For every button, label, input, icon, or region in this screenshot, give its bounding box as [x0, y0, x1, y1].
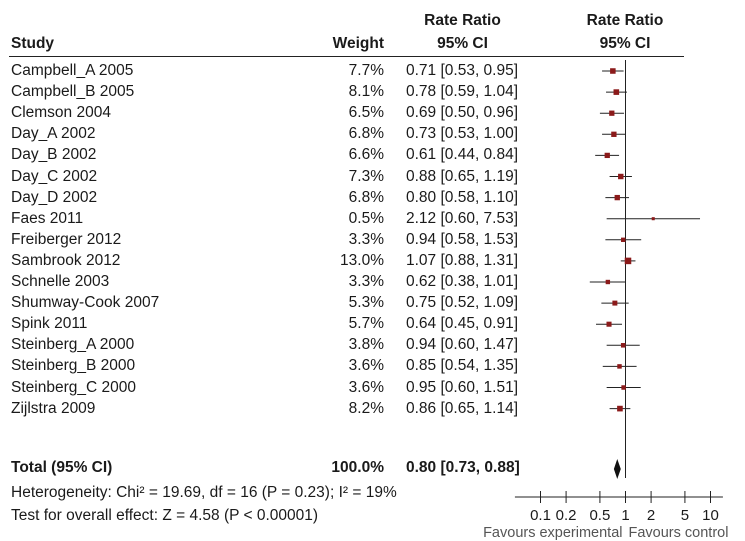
study-name: Shumway-Cook 2007: [11, 294, 160, 312]
study-ci-text: 0.95 [0.60, 1.51]: [406, 378, 519, 396]
study-weight: 3.3%: [348, 230, 384, 248]
study-weight: 6.5%: [348, 104, 384, 122]
study-weight: 6.8%: [348, 125, 384, 143]
study-weight: 8.1%: [348, 83, 384, 101]
study-ci-text: 0.64 [0.45, 0.91]: [406, 315, 519, 333]
overall-effect-text: Test for overall effect: Z = 4.58 (P < 0…: [11, 507, 319, 524]
header-rr-top: Rate Ratio: [424, 12, 501, 29]
point-estimate: [606, 321, 612, 327]
study-weight: 5.7%: [348, 315, 384, 333]
total-label: Total (95% CI): [11, 459, 113, 476]
study-name: Steinberg_A 2000: [11, 336, 135, 354]
study-ci-text: 0.61 [0.44, 0.84]: [406, 146, 519, 164]
header-rr-ci: 95% CI: [437, 35, 488, 52]
study-name: Campbell_B 2005: [11, 83, 135, 101]
study-weight: 6.6%: [348, 146, 384, 164]
study-name: Steinberg_B 2000: [11, 357, 136, 375]
study-name: Clemson 2004: [11, 104, 111, 122]
study-name: Schnelle 2003: [11, 273, 110, 290]
point-estimate: [612, 300, 618, 306]
study-weight: 3.6%: [348, 378, 384, 396]
header-plot-top: Rate Ratio: [586, 12, 664, 29]
study-weight: 8.2%: [348, 399, 384, 417]
study-ci-text: 0.78 [0.59, 1.04]: [406, 83, 519, 101]
x-tick-label: 2: [647, 507, 655, 524]
study-ci-text: 0.71 [0.53, 0.95]: [406, 62, 519, 79]
study-ci-text: 0.62 [0.38, 1.01]: [406, 273, 519, 290]
study-ci-text: 1.07 [0.88, 1.31]: [406, 251, 519, 269]
point-estimate: [611, 131, 617, 137]
study-ci-text: 0.80 [0.58, 1.10]: [406, 188, 519, 206]
favours-experimental-label: Favours experimental: [483, 525, 622, 541]
header-plot-ci: 95% CI: [599, 35, 651, 52]
study-weight: 7.7%: [348, 62, 384, 79]
point-estimate: [618, 173, 624, 180]
study-name: Sambrook 2012: [11, 251, 121, 269]
study-name: Spink 2011: [11, 315, 88, 333]
study-ci-text: 0.69 [0.50, 0.96]: [406, 104, 519, 122]
heterogeneity-text: Heterogeneity: Chi² = 19.69, df = 16 (P …: [11, 484, 397, 501]
study-name: Zijlstra 2009: [11, 399, 96, 417]
study-name: Steinberg_C 2000: [11, 378, 136, 396]
x-tick-label: 0.2: [556, 507, 577, 524]
study-ci-text: 0.88 [0.65, 1.19]: [406, 167, 519, 185]
point-estimate: [620, 343, 626, 348]
study-ci-text: 2.12 [0.60, 7.53]: [406, 209, 519, 227]
total-weight: 100.0%: [331, 459, 384, 476]
study-weight: 3.8%: [348, 336, 384, 354]
point-estimate: [604, 152, 610, 159]
header-study: Study: [11, 35, 55, 52]
favours-control-label: Favours control: [629, 525, 729, 541]
study-weight: 0.5%: [348, 209, 384, 227]
total-ci-text: 0.80 [0.73, 0.88]: [406, 459, 520, 476]
study-name: Faes 2011: [11, 209, 84, 227]
x-tick-label: 0.1: [530, 507, 551, 524]
point-estimate: [651, 217, 655, 221]
study-weight: 3.6%: [348, 357, 384, 375]
x-tick-label: 5: [681, 507, 689, 524]
header-rule: [9, 56, 684, 57]
pooled-diamond: [613, 459, 621, 479]
study-name: Day_B 2002: [11, 146, 97, 164]
study-ci-text: 0.73 [0.53, 1.00]: [406, 125, 519, 143]
point-estimate: [613, 89, 620, 95]
study-weight: 13.0%: [340, 251, 384, 269]
point-estimate: [617, 405, 623, 412]
point-estimate: [610, 68, 616, 74]
study-weight: 5.3%: [348, 294, 384, 312]
study-ci-text: 0.94 [0.58, 1.53]: [406, 230, 519, 248]
point-estimate: [621, 237, 626, 242]
study-name: Campbell_A 2005: [11, 62, 134, 79]
point-estimate: [605, 279, 611, 285]
study-name: Day_C 2002: [11, 167, 98, 185]
header-weight: Weight: [332, 35, 384, 52]
study-ci-text: 0.75 [0.52, 1.09]: [406, 294, 519, 312]
study-ci-text: 0.85 [0.54, 1.35]: [406, 357, 519, 375]
study-ci-text: 0.94 [0.60, 1.47]: [406, 336, 519, 354]
study-weight: 7.3%: [348, 167, 384, 185]
x-tick-label: 10: [702, 507, 719, 524]
study-name: Freiberger 2012: [11, 230, 122, 248]
study-weight: 3.3%: [348, 273, 384, 290]
x-tick-label: 1: [621, 507, 629, 524]
point-estimate: [617, 364, 622, 369]
study-ci-text: 0.86 [0.65, 1.14]: [406, 399, 519, 417]
point-estimate: [614, 194, 620, 201]
study-weight: 6.8%: [348, 188, 384, 206]
x-tick-label: 0.5: [589, 507, 610, 524]
point-estimate: [624, 257, 632, 265]
study-name: Day_A 2002: [11, 125, 96, 143]
point-estimate: [621, 385, 626, 390]
point-estimate: [609, 110, 615, 116]
study-name: Day_D 2002: [11, 188, 98, 206]
